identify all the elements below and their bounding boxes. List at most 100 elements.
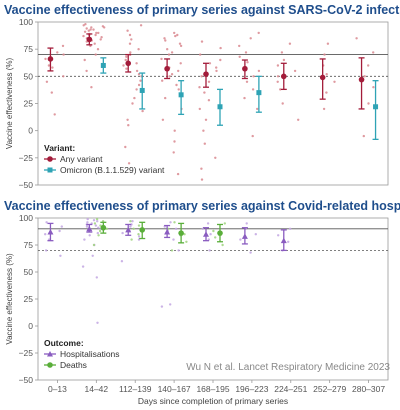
- hosp-study-point: [91, 254, 94, 257]
- inf-estimate-marker: [86, 36, 93, 43]
- hosp-study-point: [160, 305, 164, 308]
- hosp-study-point: [94, 224, 98, 227]
- hosp-x-tick-label: 224–251: [274, 384, 307, 394]
- inf-study-point: [161, 79, 164, 82]
- inf-study-point: [325, 73, 328, 76]
- hosp-study-point: [223, 222, 226, 225]
- hosp-study-point: [277, 234, 280, 237]
- inf-y-tick-label: 50: [24, 71, 34, 81]
- hosp-study-point: [245, 222, 248, 225]
- inf-y-tick-label: 25: [24, 99, 34, 109]
- inf-y-tick-label: 75: [24, 44, 34, 54]
- inf-study-point: [172, 151, 175, 154]
- inf-y-tick-label: −25: [19, 153, 34, 163]
- hosp-study-point: [98, 229, 102, 233]
- inf-study-point: [56, 51, 59, 54]
- hosp-x-tick-label: 168–195: [196, 384, 229, 394]
- hosp-study-point: [185, 240, 188, 243]
- inf-estimate-marker: [164, 65, 170, 72]
- inf-legend-title: Variant:: [44, 143, 75, 153]
- hosp-study-point: [96, 321, 99, 324]
- inf-y-tick-label: −50: [19, 180, 34, 190]
- inf-study-point: [207, 80, 211, 84]
- hosp-legend-marker: [47, 362, 53, 368]
- hosp-study-point: [44, 233, 47, 236]
- hosp-study-point: [208, 249, 211, 252]
- hosp-estimate-marker: [178, 230, 184, 236]
- x-axis-label: Days since completion of primary series: [138, 396, 288, 406]
- hosp-x-tick-label: 280–307: [352, 384, 385, 394]
- inf-study-point: [90, 26, 93, 29]
- inf-study-point: [51, 66, 54, 69]
- hosp-estimate-marker: [241, 233, 248, 239]
- hosp-study-point: [172, 238, 175, 241]
- hosp-estimate-marker: [217, 230, 223, 236]
- chart-2-title: Vaccine effectiveness of primary series …: [4, 199, 400, 213]
- inf-study-point: [322, 107, 326, 111]
- inf-study-point: [276, 75, 280, 78]
- inf-study-point: [177, 69, 180, 73]
- inf-study-point: [173, 140, 176, 143]
- inf-study-point: [61, 44, 65, 48]
- inf-estimate-marker: [203, 71, 209, 77]
- inf-y-axis-label: Vaccine effectiveness (%): [5, 58, 14, 150]
- inf-study-point: [367, 64, 370, 67]
- hosp-study-point: [59, 254, 62, 257]
- hosp-study-point: [58, 229, 61, 233]
- hosp-y-tick-label: −50: [19, 375, 34, 385]
- inf-study-point: [176, 33, 179, 37]
- inf-study-point: [82, 34, 85, 38]
- inf-study-point: [200, 167, 203, 170]
- hosp-y-tick-label: 75: [24, 240, 34, 250]
- inf-study-point: [170, 73, 174, 76]
- inf-study-point: [100, 36, 103, 39]
- inf-estimate-marker: [242, 65, 248, 72]
- inf-study-point: [207, 99, 211, 102]
- inf-study-point: [126, 118, 129, 122]
- inf-study-point: [164, 39, 167, 42]
- inf-estimate-marker: [178, 92, 184, 98]
- inf-study-point: [47, 64, 51, 67]
- inf-study-point: [355, 37, 358, 40]
- inf-study-point: [215, 66, 218, 69]
- hosp-study-point: [93, 222, 97, 225]
- hosp-study-point: [239, 238, 242, 241]
- inf-study-point: [131, 102, 134, 105]
- inf-estimate-marker: [319, 74, 326, 81]
- inf-study-point: [326, 42, 330, 45]
- hosp-study-point: [183, 233, 186, 236]
- inf-study-point: [203, 91, 206, 94]
- inf-study-point: [177, 88, 180, 91]
- inf-study-point: [160, 57, 163, 61]
- hosp-study-point: [95, 217, 99, 221]
- hosp-legend-label: Hospitalisations: [60, 349, 120, 359]
- inf-estimate-marker: [139, 87, 145, 93]
- inf-study-point: [238, 44, 241, 48]
- hosp-study-point: [92, 219, 96, 222]
- hosp-y-tick-label: 25: [24, 294, 34, 304]
- inf-study-point: [97, 31, 100, 35]
- inf-study-point: [323, 53, 326, 56]
- inf-study-point: [208, 62, 212, 65]
- hosp-study-point: [137, 235, 141, 238]
- hosp-estimate-marker: [280, 237, 287, 244]
- hosp-study-point: [177, 249, 180, 252]
- inf-legend-marker: [47, 156, 53, 162]
- inf-study-point: [44, 57, 47, 61]
- hosp-study-point: [85, 225, 89, 228]
- inf-study-point: [168, 75, 171, 78]
- inf-study-point: [124, 58, 127, 62]
- hosp-study-point: [96, 220, 99, 223]
- hosp-estimate-marker: [164, 229, 171, 235]
- inf-study-point: [94, 53, 97, 56]
- hosp-study-point: [81, 265, 85, 268]
- chart-1-title: Vaccine effectiveness of primary series …: [4, 3, 400, 17]
- inf-study-point: [198, 107, 201, 111]
- hosp-study-point: [95, 276, 99, 279]
- inf-estimate-marker: [256, 90, 262, 96]
- inf-study-point: [137, 83, 141, 87]
- inf-study-point: [362, 134, 365, 138]
- hosp-x-tick-label: 140–167: [158, 384, 191, 394]
- inf-study-point: [135, 62, 138, 65]
- inf-study-point: [200, 75, 203, 78]
